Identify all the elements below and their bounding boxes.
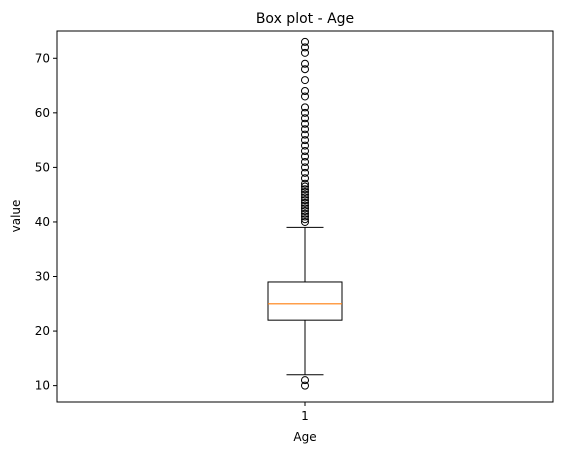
outlier-point [301,182,309,191]
outlier-point [301,130,309,139]
outlier-point [301,212,309,221]
outlier-point [301,141,309,150]
outlier-point [301,152,309,161]
y-tick-label: 70 [35,51,50,65]
outlier-point [301,376,309,385]
outlier-point [301,136,309,145]
outlier-point [301,179,309,188]
outlier-point [301,196,309,205]
outlier-point [301,48,309,57]
outlier-point [301,381,309,390]
x-tick-label: 1 [301,409,309,423]
outlier-point [301,108,309,117]
outlier-point [301,207,309,216]
outlier-point [301,201,309,210]
outlier-point [301,215,309,224]
outlier-point [301,92,309,101]
boxes-group [267,37,343,390]
iqr-box [267,281,343,321]
outlier-point [301,43,309,52]
outlier-point [301,147,309,156]
outlier-point [301,37,309,46]
outlier-point [301,217,309,226]
x-axis-label: Age [293,430,316,444]
y-tick-label: 40 [35,215,50,229]
outlier-point [301,168,309,177]
outlier-point [301,174,309,183]
outlier-point [301,65,309,74]
outlier-point [301,204,309,213]
outlier-point [301,76,309,85]
outlier-point [301,187,309,196]
outlier-point [301,114,309,123]
y-axis: 10 20 30 40 50 60 70 [35,51,57,393]
outlier-point [301,193,309,202]
y-tick-label: 10 [35,379,50,393]
y-tick-label: 60 [35,106,50,120]
outlier-point [301,198,309,207]
outlier-point [301,185,309,194]
outlier-point [301,190,309,199]
outlier-point [301,119,309,128]
x-axis: 1 [301,402,309,423]
y-axis-label: value [9,200,23,233]
outlier-point [301,163,309,172]
outlier-point [301,125,309,134]
outlier-point [301,59,309,68]
outlier-point [301,87,309,96]
y-tick-label: 50 [35,160,50,174]
outlier-point [301,209,309,218]
y-tick-label: 30 [35,270,50,284]
chart-title: Box plot - Age [256,11,354,27]
y-tick-label: 20 [35,324,50,338]
outlier-point [301,103,309,112]
outlier-point [301,157,309,166]
